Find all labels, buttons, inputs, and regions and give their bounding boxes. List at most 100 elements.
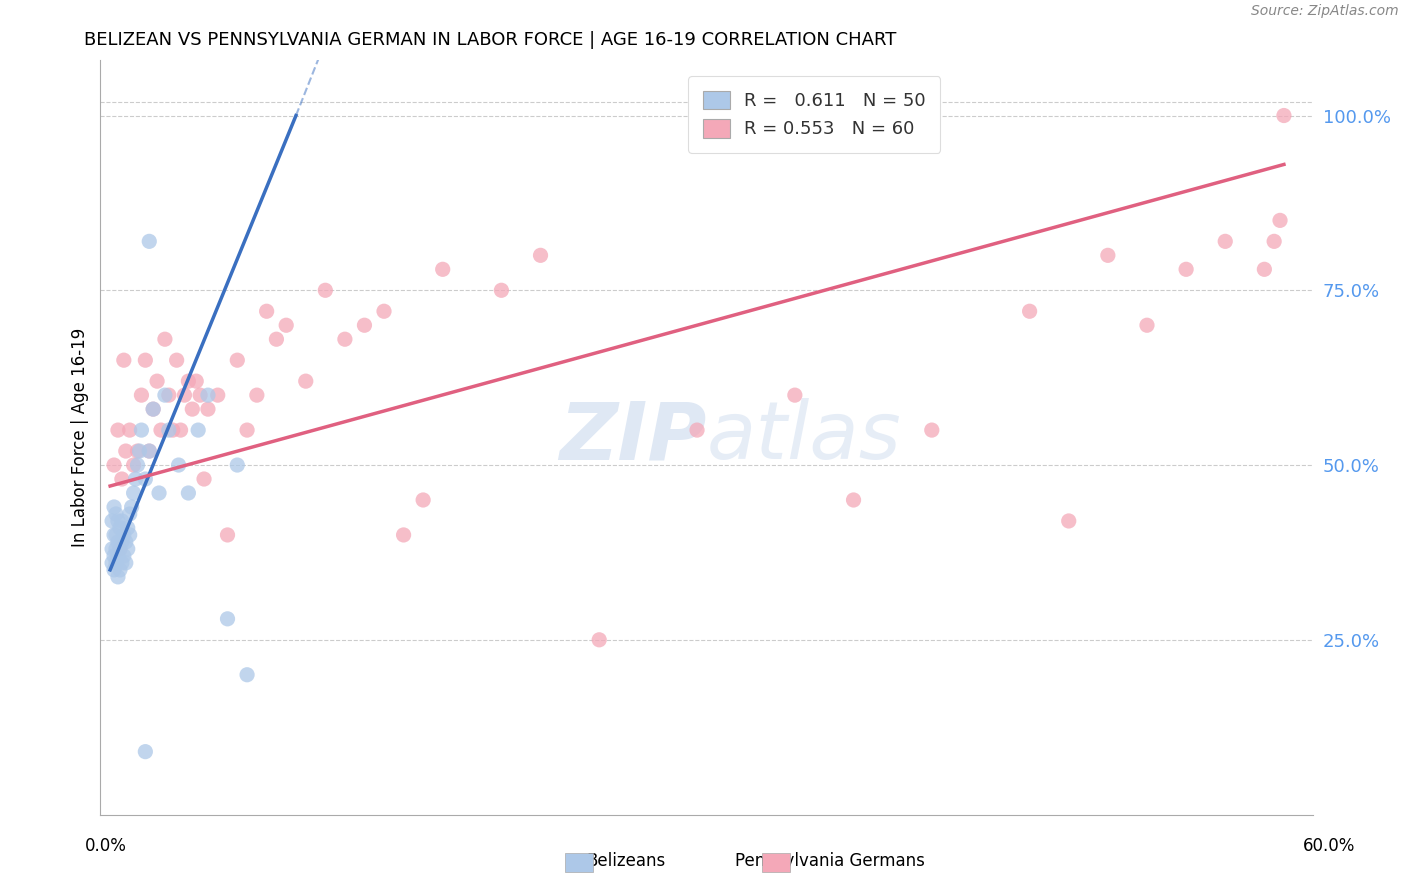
Point (529, 248, 551, 262)
Point (131, 388, 153, 402)
Point (921, 423, 943, 437)
Text: Source: ZipAtlas.com: Source: ZipAtlas.com (1251, 4, 1399, 19)
Point (686, 423, 709, 437)
Point (134, 353, 156, 368)
Point (266, 332, 288, 346)
Point (107, 423, 129, 437)
Legend: R =   0.611   N = 50, R = 0.553   N = 60: R = 0.611 N = 50, R = 0.553 N = 60 (689, 76, 941, 153)
Point (1253, 262, 1275, 277)
Point (128, 444, 150, 458)
Point (105, 528, 128, 542)
Point (166, 353, 188, 368)
Point (118, 507, 141, 521)
Point (177, 486, 200, 500)
Point (197, 402, 219, 417)
Point (226, 458, 249, 472)
Text: ZIP: ZIP (560, 398, 707, 476)
Point (124, 472, 146, 486)
Point (146, 374, 169, 388)
Point (1272, 109, 1295, 123)
Point (1018, 304, 1040, 318)
Point (842, 493, 865, 508)
Point (153, 332, 176, 346)
Point (101, 541, 124, 556)
Point (353, 318, 375, 333)
Point (138, 235, 160, 249)
Point (1268, 213, 1291, 227)
Point (491, 283, 513, 297)
Point (246, 388, 269, 402)
Point (117, 541, 139, 556)
Point (236, 423, 259, 437)
Point (108, 541, 131, 556)
Point (105, 507, 128, 521)
Point (111, 556, 134, 570)
Point (108, 541, 131, 556)
Point (101, 514, 124, 528)
Point (207, 388, 229, 402)
Point (111, 472, 134, 486)
Point (432, 262, 454, 277)
Point (134, 745, 156, 759)
Point (111, 535, 134, 549)
Point (217, 528, 239, 542)
Point (103, 528, 125, 542)
Point (112, 353, 135, 368)
Point (169, 423, 191, 437)
Point (107, 535, 129, 549)
Point (276, 318, 298, 333)
Point (177, 374, 200, 388)
Point (150, 423, 173, 437)
Point (1057, 514, 1080, 528)
Point (111, 514, 134, 528)
Point (181, 402, 204, 417)
Text: Belizeans: Belizeans (586, 852, 665, 870)
Point (373, 304, 395, 318)
Point (157, 423, 180, 437)
Point (103, 500, 125, 514)
Point (588, 632, 610, 647)
Point (1136, 318, 1159, 333)
Point (188, 388, 211, 402)
Point (131, 423, 153, 437)
Point (103, 458, 125, 472)
Point (314, 283, 336, 297)
Point (1175, 262, 1198, 277)
Point (114, 556, 136, 570)
Point (118, 423, 141, 437)
Point (114, 444, 136, 458)
Point (108, 521, 131, 535)
Point (103, 549, 125, 563)
Point (122, 458, 145, 472)
Point (107, 570, 129, 584)
Point (112, 528, 135, 542)
Point (157, 388, 180, 402)
Point (412, 493, 434, 508)
Point (153, 388, 176, 402)
Point (127, 458, 149, 472)
Point (217, 612, 239, 626)
Point (294, 374, 316, 388)
Point (783, 388, 806, 402)
Y-axis label: In Labor Force | Age 16-19: In Labor Force | Age 16-19 (72, 327, 89, 547)
Point (117, 521, 139, 535)
Point (142, 402, 165, 417)
Point (138, 444, 160, 458)
Point (187, 423, 209, 437)
Text: Pennsylvania Germans: Pennsylvania Germans (734, 852, 925, 870)
Point (167, 458, 190, 472)
Point (105, 541, 128, 556)
Point (392, 528, 415, 542)
Text: BELIZEAN VS PENNSYLVANIA GERMAN IN LABOR FORCE | AGE 16-19 CORRELATION CHART: BELIZEAN VS PENNSYLVANIA GERMAN IN LABOR… (84, 31, 897, 49)
Point (118, 528, 141, 542)
Text: 0.0%: 0.0% (84, 837, 127, 855)
Point (162, 423, 184, 437)
Point (105, 556, 128, 570)
Point (134, 472, 156, 486)
Point (101, 556, 124, 570)
Point (103, 563, 125, 577)
Point (1263, 235, 1285, 249)
Point (138, 444, 160, 458)
Point (107, 549, 129, 563)
Point (142, 402, 165, 417)
